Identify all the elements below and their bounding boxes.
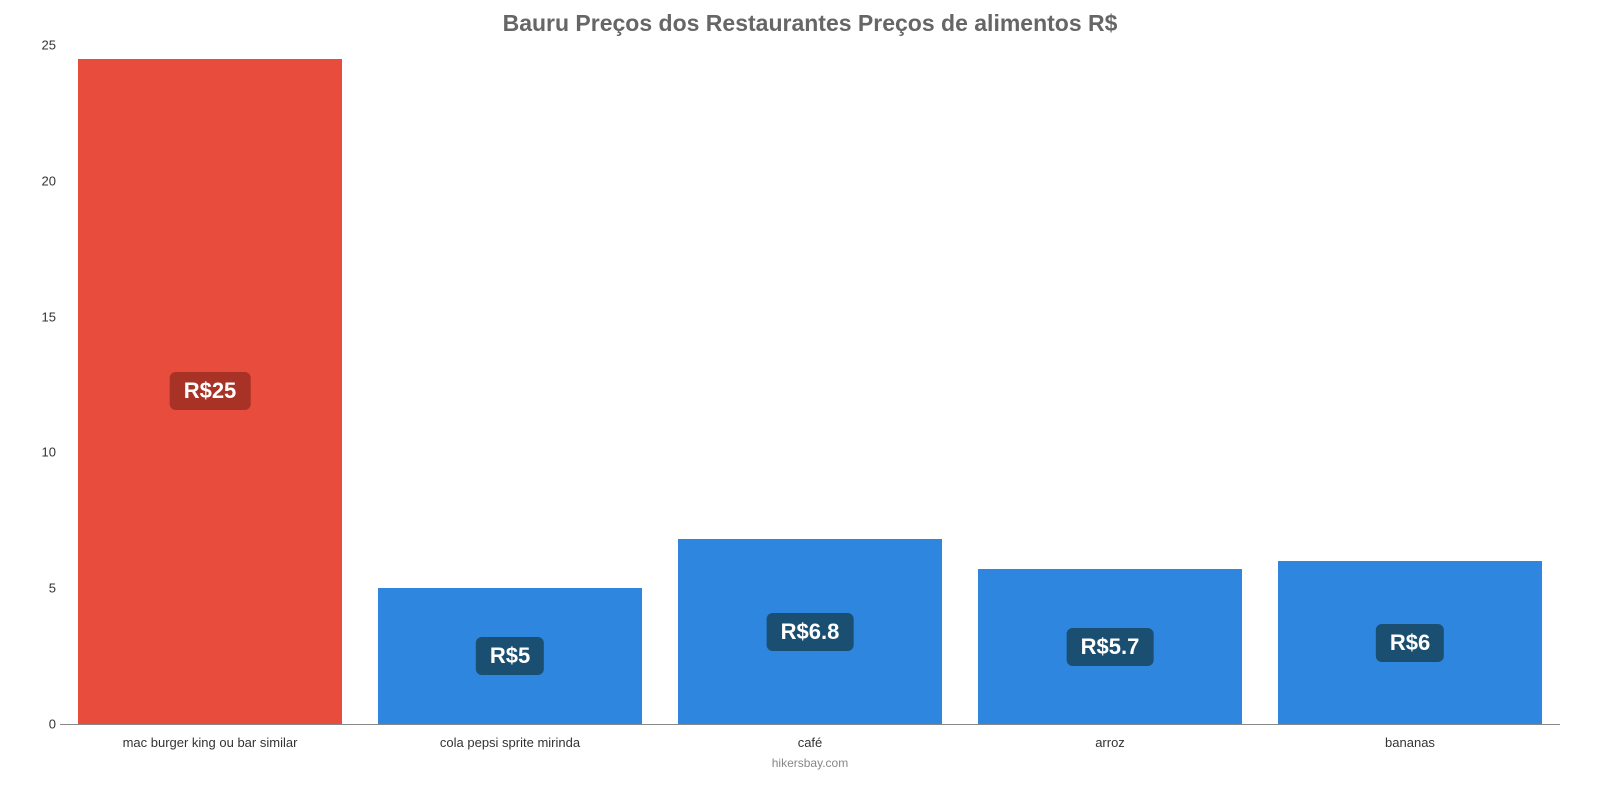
bar-badge-2: R$6.8 [767, 613, 854, 651]
y-tick-2: 10 [20, 445, 56, 460]
bar-1: R$5 [378, 588, 642, 724]
bars-row: R$25 R$5 R$6.8 R$5.7 R$6 [60, 45, 1560, 724]
plot-area: 0 5 10 15 20 25 R$25 R$5 R$6.8 [60, 45, 1560, 725]
bar-0: R$25 [78, 59, 342, 724]
y-tick-3: 15 [20, 309, 56, 324]
y-tick-1: 5 [20, 581, 56, 596]
bar-slot-3: R$5.7 [960, 45, 1260, 724]
x-tick-4: bananas [1260, 735, 1560, 750]
chart-container: Bauru Preços dos Restaurantes Preços de … [0, 0, 1600, 800]
y-tick-5: 25 [20, 38, 56, 53]
x-tick-2: café [660, 735, 960, 750]
bar-slot-2: R$6.8 [660, 45, 960, 724]
y-tick-4: 20 [20, 173, 56, 188]
y-axis: 0 5 10 15 20 25 [20, 45, 56, 724]
y-tick-0: 0 [20, 717, 56, 732]
bar-slot-0: R$25 [60, 45, 360, 724]
bar-4: R$6 [1278, 561, 1542, 724]
x-tick-3: arroz [960, 735, 1260, 750]
bar-slot-1: R$5 [360, 45, 660, 724]
bar-slot-4: R$6 [1260, 45, 1560, 724]
x-tick-0: mac burger king ou bar similar [60, 735, 360, 750]
bar-2: R$6.8 [678, 539, 942, 724]
x-axis: mac burger king ou bar similar cola peps… [60, 735, 1560, 750]
footer-credit: hikersbay.com [60, 756, 1560, 770]
x-tick-1: cola pepsi sprite mirinda [360, 735, 660, 750]
chart-title: Bauru Preços dos Restaurantes Preços de … [60, 10, 1560, 37]
bar-badge-3: R$5.7 [1067, 628, 1154, 666]
bar-badge-1: R$5 [476, 637, 544, 675]
bar-badge-0: R$25 [170, 372, 251, 410]
bar-3: R$5.7 [978, 569, 1242, 724]
bar-badge-4: R$6 [1376, 624, 1444, 662]
